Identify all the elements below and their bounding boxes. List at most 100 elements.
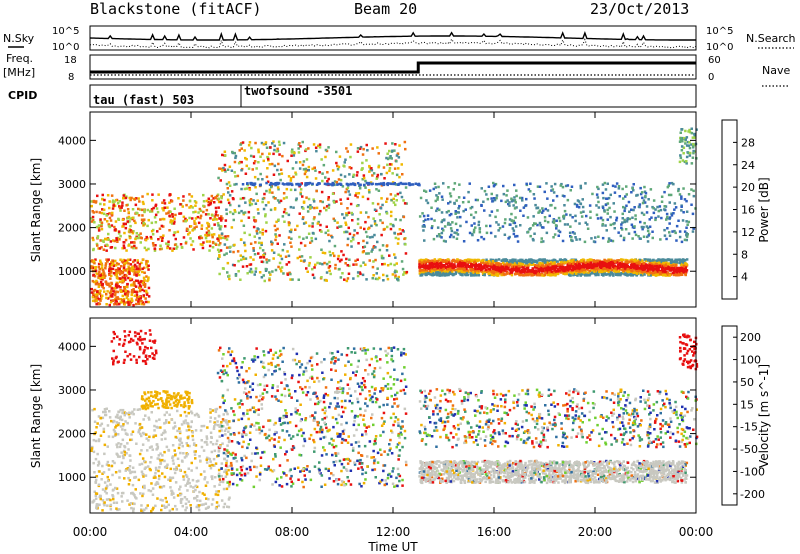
power-cell [124,259,127,262]
power-cell [396,192,400,196]
power-cell [101,198,104,201]
power-cell [692,151,695,155]
power-cell [327,196,330,199]
power-cell [147,218,150,222]
power-cell [94,201,98,204]
power-cell [390,210,393,214]
power-cell [537,259,540,262]
power-cell [648,258,652,261]
power-cell [673,265,677,268]
power-cell [604,265,608,269]
power-cell [601,222,605,226]
power-cell [521,266,525,269]
power-cell [459,273,463,276]
power-cell [362,239,365,243]
power-cell [141,267,144,270]
power-cell [441,227,444,231]
power-cell [479,264,482,267]
power-cell [120,206,123,209]
power-cell [277,218,280,221]
power-cell [120,265,123,268]
power-cell [579,202,582,205]
power-cell [180,246,184,249]
noise-scale-lo-right: 10^0 [706,42,733,53]
power-cell [380,254,384,258]
power-cell [395,262,398,265]
power-cell [682,264,686,268]
power-cell [512,267,515,271]
power-heatmap [90,127,698,307]
power-cell [548,271,551,274]
power-cell [668,216,672,219]
power-cell [113,303,116,306]
power-cell [557,234,560,237]
power-cell [568,264,572,267]
power-cell [131,208,135,211]
power-cell [669,261,673,264]
power-cell [260,241,263,245]
power-cell [287,223,291,227]
power-cell [248,201,252,204]
power-cell [276,186,280,189]
power-cell [181,205,184,208]
power-cell [258,271,262,274]
power-cell [136,261,140,264]
power-cell [318,182,321,185]
power-cell [238,149,241,152]
power-cell [109,300,113,304]
power-cell [517,264,521,268]
power-cell [264,214,267,218]
power-cell [240,258,243,262]
power-cell [116,290,120,294]
power-cell [361,273,365,277]
power-cell [585,274,589,277]
power-cell [649,274,652,277]
power-cell [258,183,262,187]
power-cell [674,206,678,209]
power-cell [531,274,534,277]
power-cell [394,274,397,277]
power-cell [405,202,408,205]
power-cell [119,270,122,273]
power-cell [623,209,626,213]
power-cell [633,206,636,209]
power-cell [112,287,116,290]
power-cell [526,216,530,219]
power-cell [516,267,519,271]
power-cell [147,264,150,267]
power-cell [240,169,243,172]
power-cell [219,249,223,252]
power-cell [234,210,237,214]
power-cell [583,240,587,244]
power-cell [234,274,238,277]
power-cell [293,151,296,155]
power-cell [566,260,569,263]
power-cell [391,149,394,152]
power-cell [177,197,180,200]
power-cell [99,202,102,206]
power-cell [388,156,391,160]
power-cell [224,219,228,222]
power-cell [584,270,587,274]
power-cell [380,172,383,176]
power-cell [278,261,282,265]
power-cell [304,170,307,173]
power-cell [542,209,545,213]
power-cell [635,267,638,270]
power-cell [607,237,611,240]
power-cell [622,238,626,242]
power-cell [657,209,660,213]
noise-scale-hi-left: 10^5 [52,26,79,37]
power-cell [380,184,384,187]
power-cell [124,278,127,281]
power-cell [126,217,129,220]
power-cell [381,221,384,225]
power-cell [108,200,111,203]
power-cell [253,175,257,179]
velocity-cell [561,463,564,466]
power-cell [621,212,624,216]
power-cell [347,184,350,187]
power-cell [108,269,111,272]
power-cell [291,278,294,281]
power-cell [301,195,304,198]
